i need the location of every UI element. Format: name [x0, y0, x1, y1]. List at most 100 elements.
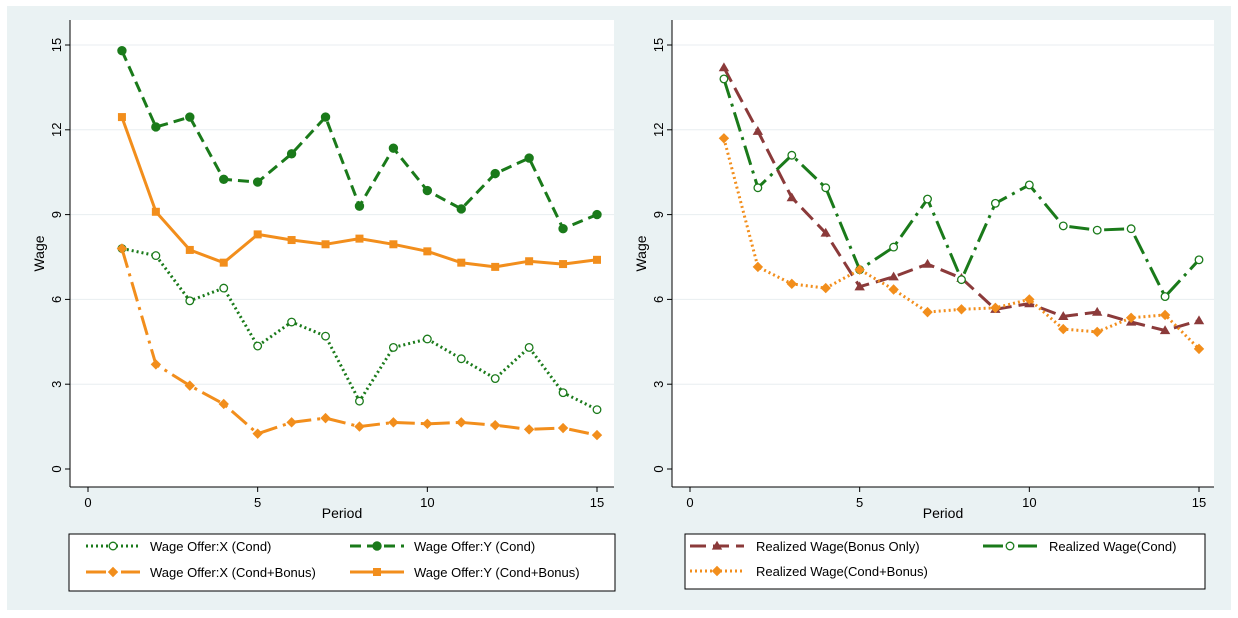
- x-tick-label: 10: [1022, 495, 1036, 510]
- y-axis-title: Wage: [31, 235, 47, 271]
- legend: Wage Offer:X (Cond) Wage Offer:Y (Cond) Wa…: [68, 533, 616, 592]
- data-point: [457, 258, 466, 267]
- data-point: [117, 45, 127, 56]
- legend-swatch-marker: [1005, 541, 1015, 551]
- y-tick-label: 9: [49, 211, 64, 218]
- data-point: [592, 209, 602, 220]
- x-tick-label: 15: [590, 495, 604, 510]
- data-point: [354, 201, 365, 211]
- data-point: [253, 230, 262, 239]
- data-point: [558, 224, 568, 234]
- data-point: [1092, 306, 1103, 316]
- data-point: [1125, 312, 1137, 323]
- data-point: [286, 149, 297, 159]
- data-point: [1194, 255, 1204, 265]
- data-point: [1193, 315, 1205, 325]
- data-point: [718, 62, 730, 72]
- data-point: [185, 112, 195, 122]
- data-point: [151, 251, 161, 261]
- legend-label: Wage Offer:Y (Cond): [414, 539, 535, 554]
- legend-swatch-marker: [107, 566, 119, 578]
- data-point: [1058, 221, 1068, 231]
- data-point: [889, 242, 899, 252]
- series-3: [116, 243, 603, 441]
- data-point: [821, 183, 831, 193]
- data-point: [218, 398, 229, 410]
- data-point: [1092, 326, 1103, 338]
- series-1: [718, 62, 1205, 335]
- chart-panel-2: 0 3 6 9 12 15 0 5 10 15 Period Wage Realized Wage(Bo…: [633, 20, 1214, 590]
- legend-box: [68, 533, 616, 592]
- data-point: [456, 204, 466, 214]
- series-3: [718, 133, 1205, 355]
- data-point: [591, 429, 603, 441]
- data-point: [286, 417, 297, 428]
- data-point: [854, 281, 865, 291]
- series-line: [120, 248, 598, 437]
- data-point: [355, 396, 364, 406]
- data-point: [150, 359, 162, 370]
- data-point: [253, 341, 263, 351]
- data-point: [321, 331, 330, 341]
- data-point: [185, 245, 194, 254]
- x-tick-label: 15: [1192, 495, 1206, 510]
- data-point: [753, 183, 763, 193]
- data-point: [422, 185, 433, 196]
- data-point: [287, 236, 296, 245]
- data-point: [151, 122, 161, 132]
- y-tick-label: 9: [651, 211, 666, 218]
- legend-swatch-marker: [372, 541, 382, 551]
- data-point: [490, 419, 501, 431]
- data-point: [820, 282, 831, 294]
- data-point: [820, 227, 831, 237]
- data-point: [423, 247, 432, 256]
- y-tick-label: 0: [49, 465, 64, 472]
- x-tick-label: 0: [686, 495, 693, 510]
- data-point: [922, 258, 933, 268]
- chart-panel-1: 0 3 6 9 12 15 0 5 10 15 Period Wage Wage Offer:X (Co…: [31, 20, 616, 592]
- data-point: [1058, 311, 1069, 320]
- data-point: [786, 192, 797, 202]
- data-point: [524, 153, 534, 163]
- data-point: [752, 261, 764, 273]
- data-point: [388, 343, 398, 352]
- data-point: [320, 412, 331, 424]
- data-point: [525, 257, 534, 266]
- data-point: [922, 306, 933, 318]
- data-point: [1092, 225, 1102, 235]
- y-tick-label: 15: [651, 38, 666, 52]
- data-point: [219, 174, 229, 184]
- data-point: [219, 283, 229, 293]
- data-point: [252, 428, 263, 439]
- data-point: [388, 417, 399, 428]
- x-axis-title: Period: [923, 505, 963, 521]
- legend-swatch-marker: [373, 568, 381, 576]
- legend-label: Realized Wage(Cond+Bonus): [756, 564, 928, 579]
- data-point: [990, 302, 1001, 314]
- x-tick-label: 5: [254, 495, 261, 510]
- data-point: [559, 260, 568, 269]
- data-point: [1024, 294, 1035, 305]
- data-point: [388, 143, 399, 153]
- plot-area: [672, 20, 1214, 487]
- data-point: [718, 133, 730, 144]
- data-point: [592, 405, 602, 415]
- y-tick-label: 12: [49, 123, 64, 137]
- data-point: [287, 317, 297, 327]
- y-tick-label: 6: [651, 296, 666, 303]
- data-point: [490, 374, 500, 383]
- data-point: [1024, 180, 1034, 190]
- data-point: [422, 334, 432, 344]
- series-line: [722, 66, 1200, 332]
- x-tick-label: 0: [84, 495, 91, 510]
- series-2: [117, 45, 602, 234]
- y-axis-title: Wage: [633, 235, 649, 271]
- data-point: [1159, 325, 1171, 335]
- data-point: [456, 417, 467, 428]
- y-tick-label: 3: [49, 381, 64, 388]
- data-point: [854, 264, 865, 275]
- data-point: [888, 271, 899, 281]
- data-point: [923, 194, 932, 204]
- legend-label: Wage Offer:X (Cond): [150, 539, 271, 554]
